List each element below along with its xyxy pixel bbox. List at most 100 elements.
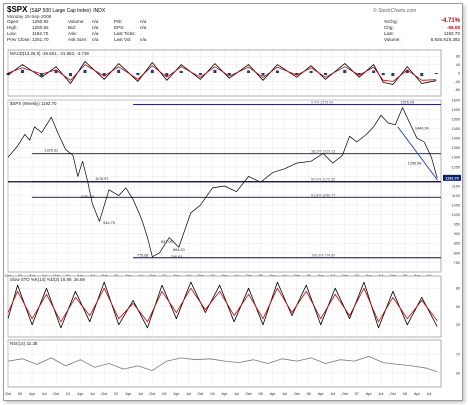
macd-title: MACD(12,26,9) -36.601, -31.863, -4.739 bbox=[10, 51, 89, 56]
bottom-x-axis-label: 07 bbox=[355, 392, 359, 396]
macd-series-signal bbox=[7, 64, 437, 82]
slow-sto-y-tick: 20 bbox=[456, 323, 460, 327]
slow-sto-title: Slow STO %K(14) %D(3) 16.89, 26.69 bbox=[10, 277, 85, 282]
brand-watermark: © StockCharts.com bbox=[373, 8, 417, 14]
macd-histogram-bar bbox=[165, 73, 169, 77]
chart-frame: $SPX (S&P 500 Large Cap Index) INDX Mond… bbox=[3, 3, 463, 401]
quote-right-label: %Chg: bbox=[384, 19, 398, 24]
bottom-x-axis-label: Jul bbox=[330, 392, 335, 396]
bottom-x-axis-label: 00 bbox=[18, 392, 22, 396]
price-annotation: 1081.19 bbox=[81, 195, 95, 199]
macd-y-tick: -40 bbox=[455, 80, 461, 84]
bottom-x-axis-label: 01 bbox=[66, 392, 70, 396]
bottom-x-axis-label: Oct bbox=[53, 392, 60, 396]
fib-level-label: 50.0% 1172.35 bbox=[311, 178, 335, 182]
price-y-tick: 800 bbox=[454, 251, 460, 255]
price-y-tick: 1050 bbox=[452, 204, 460, 208]
bottom-x-axis-label: Apr bbox=[366, 392, 373, 396]
price-y-tick: 1000 bbox=[452, 213, 460, 217]
rsi-series-rsi bbox=[7, 355, 438, 373]
quote-left-label: Low: bbox=[7, 31, 17, 36]
bottom-x-axis-label: Jul bbox=[42, 392, 47, 396]
macd-histogram-bar bbox=[391, 73, 395, 77]
macd-y-tick: 0 bbox=[458, 71, 460, 75]
price-y-tick: 900 bbox=[454, 232, 460, 236]
rsi-title: RSI(14) 32.38 bbox=[10, 341, 38, 346]
macd-histogram-bar bbox=[295, 73, 299, 76]
bottom-x-axis-label: Apr bbox=[222, 392, 229, 396]
rsi-y-tick: 70 bbox=[456, 353, 460, 357]
exchange: INDX bbox=[93, 8, 106, 14]
macd-histogram-bar bbox=[6, 73, 10, 76]
macd-y-tick: -80 bbox=[455, 88, 461, 92]
bottom-x-axis-label: Apr bbox=[318, 392, 325, 396]
price-annotation: 804.20 bbox=[173, 248, 185, 252]
symbol: $SPX bbox=[7, 5, 28, 14]
price-annotation: 1440.24 bbox=[415, 127, 429, 131]
macd-histogram-bar bbox=[372, 70, 376, 73]
bottom-x-axis-label: Oct bbox=[197, 392, 204, 396]
quote-mid-value: n/a bbox=[92, 25, 99, 30]
bottom-x-axis-label: Oct bbox=[149, 392, 156, 396]
bottom-x-axis-label: Jul bbox=[138, 392, 143, 396]
quote-mid-label: Ask: bbox=[68, 31, 77, 36]
quote-mid2-label: EPS: bbox=[114, 25, 125, 30]
quote-right-label: Last: bbox=[384, 31, 394, 36]
macd-histogram-bar bbox=[102, 73, 106, 77]
quote-mid-label: Bid: bbox=[68, 25, 76, 30]
price-y-tick: 850 bbox=[454, 242, 460, 246]
bottom-x-axis-label: Oct bbox=[246, 392, 253, 396]
macd-histogram-bar bbox=[381, 73, 385, 76]
macd-histogram-bar bbox=[247, 70, 251, 73]
macd-histogram-bar bbox=[261, 73, 265, 76]
quote-mid-value: n/a bbox=[92, 37, 99, 42]
quote-right-value: 6,925,819,392 bbox=[430, 37, 460, 42]
price-y-tick: 1450 bbox=[452, 127, 460, 131]
symbol-description: (S&P 500 Large Cap Index) bbox=[29, 8, 92, 14]
bottom-x-axis-label: Oct bbox=[5, 392, 12, 396]
bottom-x-axis-label: Apr bbox=[29, 392, 36, 396]
fib-level-label: 38.2% 1319.13 bbox=[311, 150, 335, 154]
quote-left-value: 1192.70 bbox=[32, 31, 49, 36]
quote-right-value: -4.71% bbox=[440, 18, 460, 24]
bottom-x-axis-label: 02 bbox=[114, 392, 118, 396]
trend-line bbox=[397, 126, 438, 181]
price-y-tick: 1150 bbox=[452, 184, 460, 188]
macd-histogram-bar bbox=[136, 73, 140, 76]
slow-sto-y-tick: 50 bbox=[456, 305, 460, 309]
bottom-x-axis-label: Oct bbox=[101, 392, 108, 396]
quote-left-label: Prev Close: bbox=[7, 37, 31, 42]
bottom-x-axis-label: Jul bbox=[282, 392, 287, 396]
price-annotation: 1576.09 bbox=[400, 101, 414, 105]
macd-histogram-bar bbox=[324, 73, 328, 76]
macd-histogram-bar bbox=[227, 73, 231, 76]
quote-left-label: Open: bbox=[7, 19, 20, 24]
slow-sto-series--k bbox=[7, 281, 438, 329]
macd-histogram-bar bbox=[213, 69, 217, 73]
price-y-tick: 1250 bbox=[452, 165, 460, 169]
price-y-tick: 1100 bbox=[452, 194, 460, 198]
quote-mid2-value: n/a bbox=[140, 25, 147, 30]
quote-mid2-value: n/a bbox=[140, 37, 147, 42]
quote-left-label: High: bbox=[7, 25, 18, 30]
quote-mid-value: n/a bbox=[92, 19, 99, 24]
bottom-x-axis-label: Oct bbox=[294, 392, 301, 396]
symbol-title: $SPX (S&P 500 Large Cap Index) INDX bbox=[7, 5, 105, 14]
macd-histogram-bar bbox=[20, 69, 24, 73]
bottom-x-axis-label: Jul bbox=[90, 392, 95, 396]
macd-histogram-bar bbox=[198, 73, 202, 76]
rsi-y-tick: 30 bbox=[456, 371, 460, 375]
bottom-x-axis-label: 03 bbox=[162, 392, 166, 396]
quote-mid2-value: n/a bbox=[140, 19, 147, 24]
macd-histogram-bar bbox=[357, 73, 361, 76]
quote-right-label: Chg: bbox=[384, 25, 394, 30]
fib-level-label: 0.0% 1576.09 bbox=[311, 101, 333, 105]
bottom-x-axis-label: 06 bbox=[307, 392, 311, 396]
quote-right-label: Volume: bbox=[384, 37, 401, 42]
macd-histogram-bar bbox=[69, 73, 73, 77]
price-y-tick: 1550 bbox=[452, 108, 460, 112]
quote-left-value: 1250.92 bbox=[32, 19, 49, 24]
price-annotation: 1176.97 bbox=[95, 177, 108, 181]
bottom-x-axis-label: 05 bbox=[258, 392, 262, 396]
